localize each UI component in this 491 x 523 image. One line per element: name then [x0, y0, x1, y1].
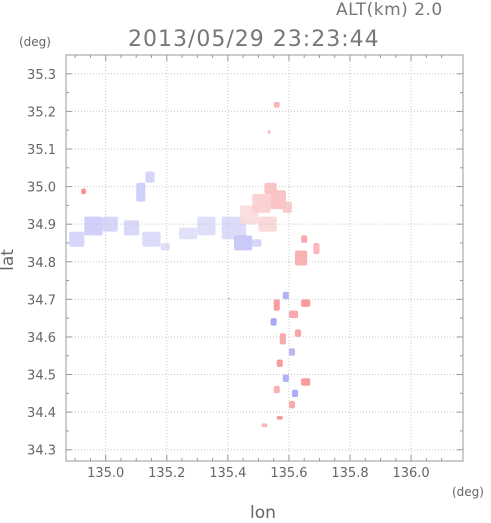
echo-patch — [252, 239, 262, 247]
echo-patch — [295, 250, 308, 266]
grid-layer — [66, 54, 463, 461]
echo-patch — [197, 216, 216, 236]
echo-patch — [264, 182, 277, 195]
y-tick-label: 35.2 — [27, 105, 56, 120]
timestamp: 2013/05/29 23:23:44 — [128, 27, 380, 52]
echo-patch — [270, 190, 286, 210]
y-tick-label: 35.0 — [27, 181, 56, 196]
tick-labels: 135.0 135.2 135.4 135.6 135.8 136.0 34.3 34.4 34… — [27, 68, 430, 481]
echo-patch — [301, 299, 311, 307]
echo-patch — [267, 130, 271, 134]
x-tick-label: 135.2 — [148, 466, 185, 481]
x-axis-label: lon — [250, 503, 276, 523]
echo-patch — [179, 227, 198, 240]
echo-patch — [282, 374, 289, 382]
echo-patch — [288, 400, 295, 409]
x-tick-label: 135.8 — [331, 466, 368, 481]
y-tick-label: 34.7 — [27, 293, 56, 308]
echo-patch — [102, 216, 118, 232]
echo-patch — [270, 318, 277, 326]
echo-patch — [84, 216, 103, 236]
echo-patch — [292, 389, 299, 398]
altitude-label: ALT(km) 2.0 — [336, 0, 443, 20]
echo-patch — [288, 348, 295, 356]
x-tick-label: 135.0 — [87, 466, 124, 481]
echo-patch — [301, 235, 308, 243]
y-tick-label: 34.9 — [27, 218, 56, 233]
echo-patch — [282, 291, 289, 300]
echo-patch — [124, 220, 140, 236]
y-tick-label: 34.8 — [27, 256, 56, 271]
echo-patch — [69, 231, 85, 247]
y-tick-label: 35.1 — [27, 143, 56, 158]
echo-patch — [160, 243, 170, 251]
echo-patch — [252, 194, 271, 213]
x-tick-label: 135.4 — [209, 466, 246, 481]
echo-layer — [69, 102, 320, 428]
y-unit-label: (deg) — [19, 35, 51, 49]
echo-patch — [301, 378, 311, 386]
echo-patch — [234, 235, 253, 251]
plot-frame — [65, 54, 464, 462]
echo-patch — [273, 299, 280, 311]
echo-patch — [145, 171, 155, 183]
echo-patch — [279, 333, 286, 345]
y-tick-label: 34.4 — [27, 406, 56, 421]
x-unit-label: (deg) — [452, 485, 484, 499]
echo-patch — [313, 243, 320, 255]
echo-patch — [136, 182, 146, 202]
echo-patch — [273, 102, 280, 108]
y-tick-label: 34.5 — [27, 369, 56, 384]
echo-patch — [81, 188, 86, 195]
y-tick-label: 34.6 — [27, 331, 56, 346]
echo-patch — [282, 201, 292, 213]
echo-patch — [295, 329, 302, 337]
echo-patch — [288, 310, 299, 319]
echo-patch — [221, 216, 247, 240]
echo-patch — [276, 415, 283, 420]
y-tick-label: 34.3 — [27, 444, 56, 459]
x-tick-label: 136.0 — [392, 466, 429, 481]
echo-patch — [142, 231, 161, 247]
echo-patch — [261, 423, 268, 428]
y-tick-label: 35.3 — [27, 68, 56, 83]
x-tick-label: 135.6 — [270, 466, 307, 481]
echo-patch — [273, 385, 280, 394]
echo-patch — [276, 359, 283, 367]
